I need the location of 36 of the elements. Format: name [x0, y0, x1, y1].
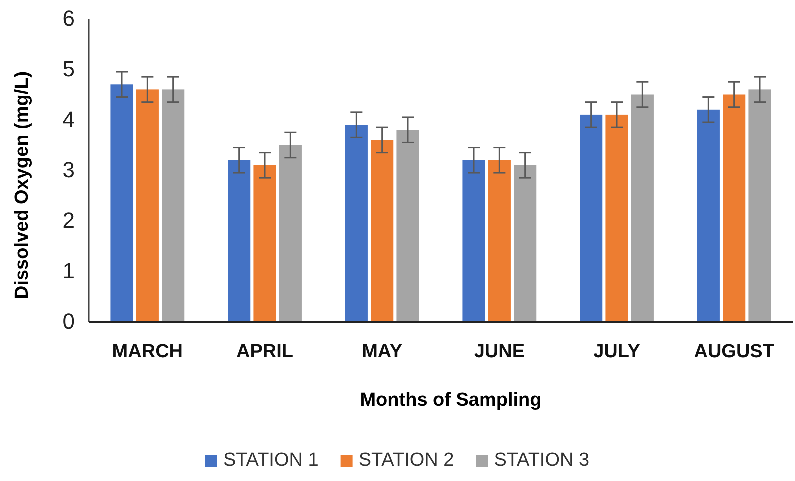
bar: [697, 110, 720, 322]
bar: [162, 90, 185, 322]
x-tick-label: MARCH: [112, 341, 184, 362]
x-axis-title: Months of Sampling: [360, 390, 542, 411]
bar: [580, 114, 603, 322]
y-tick-label: 0: [62, 309, 75, 334]
legend-label: STATION 3: [494, 450, 590, 471]
bar: [462, 160, 486, 322]
bar: [136, 90, 159, 322]
x-tick-label: AUGUST: [694, 341, 775, 362]
x-tick-label: APRIL: [236, 341, 294, 362]
bar: [254, 165, 276, 322]
legend-label: STATION 1: [223, 450, 319, 471]
y-tick-label: 2: [62, 208, 75, 234]
x-tick-label: JUNE: [474, 341, 526, 362]
bar: [228, 160, 251, 322]
bar: [110, 84, 134, 322]
bar: [631, 94, 654, 322]
bar: [279, 145, 302, 322]
bar: [345, 125, 368, 322]
bar: [371, 140, 394, 322]
x-tick-label: JULY: [594, 341, 641, 362]
bar: [514, 165, 537, 322]
x-tick-label: MAY: [362, 341, 403, 362]
y-tick-label: 5: [62, 56, 75, 82]
legend-label: STATION 2: [358, 450, 454, 471]
y-tick-label: 4: [62, 107, 75, 132]
bar: [606, 114, 628, 322]
y-tick-label: 6: [62, 6, 75, 32]
bar: [723, 94, 746, 322]
bar: [396, 130, 420, 322]
y-tick-label: 3: [62, 158, 75, 183]
bar: [488, 160, 511, 322]
y-tick-label: 1: [62, 258, 75, 284]
bar: [748, 90, 772, 322]
y-axis-title: Dissolved Oxygen (mg/L): [12, 71, 33, 300]
